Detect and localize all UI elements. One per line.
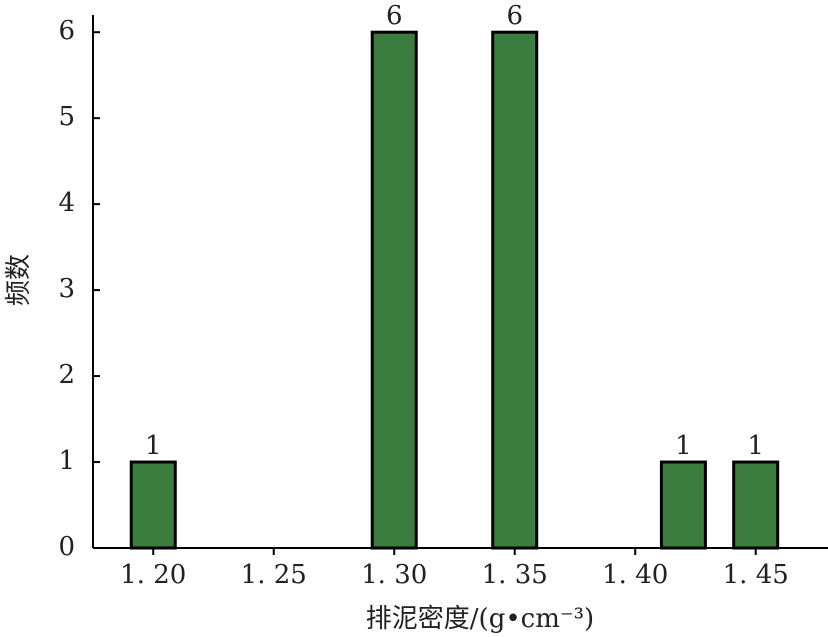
- y-tick-label: 6: [58, 16, 75, 46]
- data-label: 1: [675, 431, 692, 461]
- y-tick-label: 2: [58, 360, 75, 390]
- x-tick-label: 1. 45: [723, 560, 789, 590]
- bar: [370, 30, 418, 550]
- y-tick-label: 0: [58, 532, 75, 562]
- data-label: 6: [386, 1, 403, 31]
- data-label: 1: [747, 431, 764, 461]
- x-tick-label: 1. 35: [482, 560, 548, 590]
- x-tick-label: 1. 25: [241, 560, 307, 590]
- bar: [129, 460, 177, 550]
- bar: [659, 460, 707, 550]
- y-tick-label: 3: [58, 274, 75, 304]
- y-axis-label: 频数: [4, 254, 34, 306]
- x-tick-label: 1. 30: [361, 560, 427, 590]
- bar: [491, 30, 539, 550]
- y-tick-label: 4: [58, 188, 75, 218]
- x-axis-label: 排泥密度/(g•cm⁻³): [366, 604, 594, 634]
- y-tick-label: 1: [58, 446, 75, 476]
- x-tick-label: 1. 40: [602, 560, 668, 590]
- data-label: 1: [145, 431, 162, 461]
- x-tick-label: 1. 20: [120, 560, 186, 590]
- data-label: 6: [506, 1, 523, 31]
- y-tick-label: 5: [58, 102, 75, 132]
- bar: [732, 460, 780, 550]
